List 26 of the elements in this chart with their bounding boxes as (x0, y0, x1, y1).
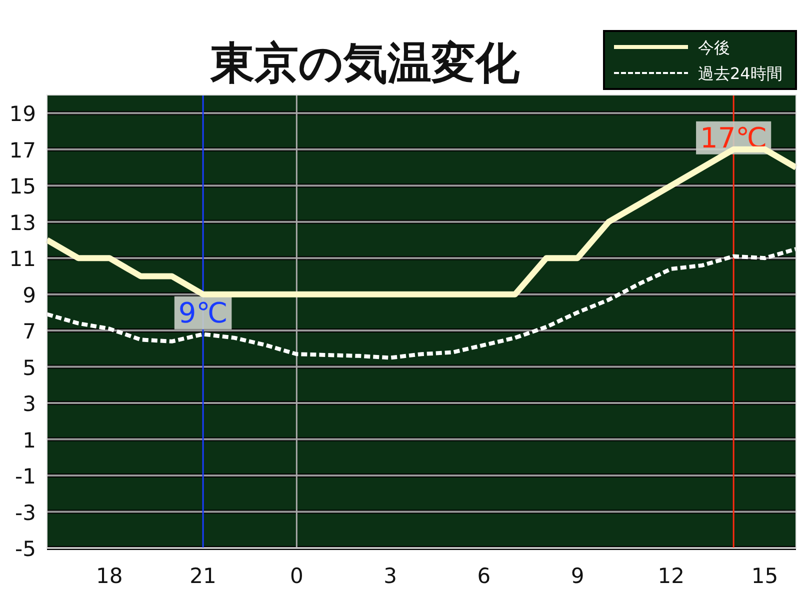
legend-label: 過去24時間 (698, 64, 782, 83)
x-tick-label: 6 (477, 564, 491, 588)
y-tick-label: 17 (9, 138, 36, 162)
x-tick-label: 18 (96, 564, 123, 588)
y-tick-label: 1 (22, 428, 36, 452)
x-tick-label: 3 (384, 564, 397, 588)
y-tick-label: 9 (22, 283, 36, 308)
chart-title: 東京の気温変化 (210, 38, 520, 89)
x-tick-label: 21 (190, 564, 216, 588)
legend-label: 今後 (698, 38, 730, 57)
y-tick-label: 15 (9, 174, 36, 199)
y-tick-label: 13 (9, 210, 36, 235)
y-tick-label: 3 (22, 392, 36, 416)
y-tick-label: 5 (22, 356, 36, 380)
x-tick-label: 0 (290, 564, 304, 588)
y-tick-label: -1 (15, 464, 36, 489)
x-tick-label: 12 (658, 564, 685, 588)
y-tick-label: 11 (9, 247, 36, 272)
x-tick-label: 9 (570, 564, 584, 588)
annotation: 17℃ (700, 121, 768, 154)
y-tick-label: 7 (22, 320, 36, 344)
y-tick-label: -5 (15, 537, 36, 561)
y-tick-label: 19 (9, 102, 36, 126)
annotation: 9℃ (178, 296, 228, 330)
x-tick-label: 15 (751, 564, 778, 588)
y-tick-label: -3 (15, 500, 36, 525)
